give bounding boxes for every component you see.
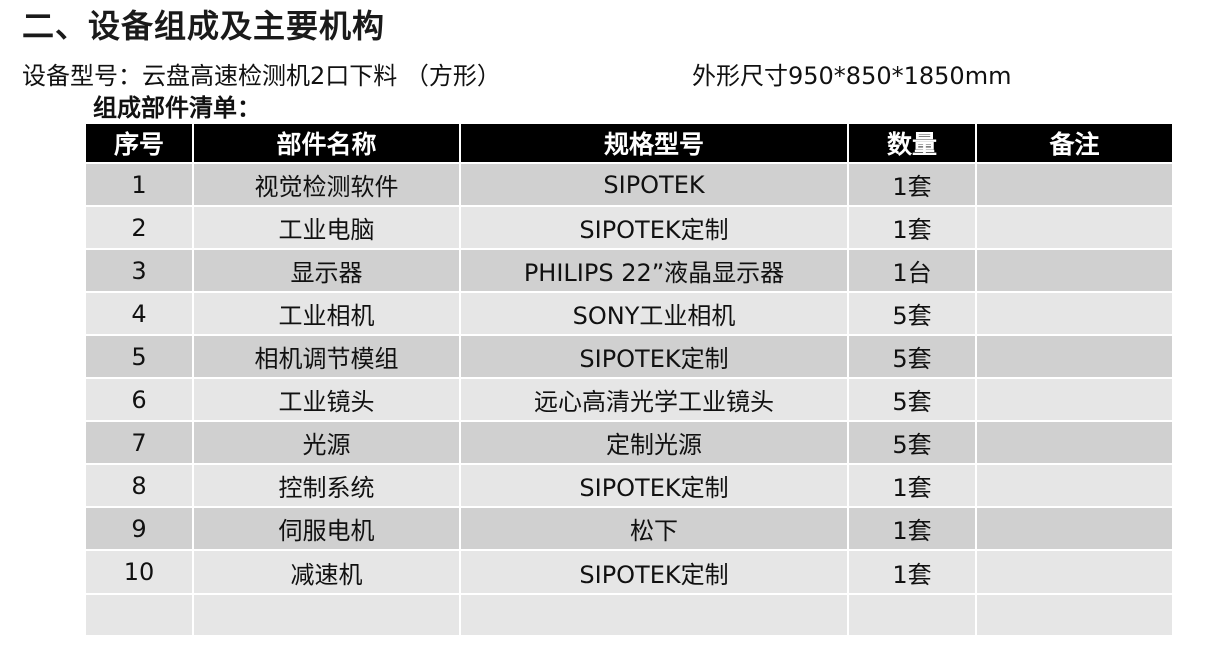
cell-no: 4	[86, 293, 194, 336]
header-row: 序号 部件名称 规格型号 数量 备注	[86, 124, 1172, 164]
cell-spec: 远心高清光学工业镜头	[461, 379, 849, 422]
cell-note	[977, 250, 1172, 293]
col-header-note: 备注	[977, 124, 1172, 164]
cell-no: 3	[86, 250, 194, 293]
cell-name: 光源	[194, 422, 461, 465]
cell-qty: 1套	[849, 551, 977, 595]
cell-empty	[461, 595, 849, 637]
cell-spec: SIPOTEK定制	[461, 551, 849, 595]
cell-empty	[86, 595, 194, 637]
cell-spec: SIPOTEK定制	[461, 465, 849, 508]
cell-note	[977, 422, 1172, 465]
cell-note	[977, 293, 1172, 336]
cell-qty: 5套	[849, 293, 977, 336]
cell-spec: 定制光源	[461, 422, 849, 465]
cell-note	[977, 508, 1172, 551]
cell-qty: 5套	[849, 379, 977, 422]
table-row: 6 工业镜头 远心高清光学工业镜头 5套	[86, 379, 1172, 422]
table-row: 2 工业电脑 SIPOTEK定制 1套	[86, 207, 1172, 250]
cell-qty: 1台	[849, 250, 977, 293]
equipment-model: 设备型号：云盘高速检测机2口下料 （方形）	[22, 62, 501, 90]
table-row: 9 伺服电机 松下 1套	[86, 508, 1172, 551]
table-row: 7 光源 定制光源 5套	[86, 422, 1172, 465]
cell-note	[977, 465, 1172, 508]
table-row-empty	[86, 595, 1172, 637]
cell-no: 10	[86, 551, 194, 595]
cell-spec: PHILIPS 22”液晶显示器	[461, 250, 849, 293]
cell-name: 视觉检测软件	[194, 164, 461, 207]
cell-name: 减速机	[194, 551, 461, 595]
cell-name: 工业电脑	[194, 207, 461, 250]
cell-empty	[977, 595, 1172, 637]
cell-no: 5	[86, 336, 194, 379]
cell-name: 工业相机	[194, 293, 461, 336]
cell-spec: SONY工业相机	[461, 293, 849, 336]
equipment-dimensions: 外形尺寸950*850*1850mm	[692, 62, 1012, 90]
parts-table: 序号 部件名称 规格型号 数量 备注 1 视觉检测软件 SIPOTEK 1套 2…	[86, 124, 1172, 637]
cell-no: 2	[86, 207, 194, 250]
cell-spec: 松下	[461, 508, 849, 551]
cell-note	[977, 379, 1172, 422]
cell-name: 相机调节模组	[194, 336, 461, 379]
cell-spec: SIPOTEK	[461, 164, 849, 207]
cell-name: 显示器	[194, 250, 461, 293]
cell-no: 7	[86, 422, 194, 465]
cell-qty: 5套	[849, 336, 977, 379]
table-row: 8 控制系统 SIPOTEK定制 1套	[86, 465, 1172, 508]
cell-spec: SIPOTEK定制	[461, 207, 849, 250]
section-heading: 二、设备组成及主要机构	[22, 7, 386, 45]
cell-no: 8	[86, 465, 194, 508]
cell-qty: 1套	[849, 508, 977, 551]
parts-list-title: 组成部件清单：	[93, 94, 261, 122]
cell-note	[977, 336, 1172, 379]
table-row: 10 减速机 SIPOTEK定制 1套	[86, 551, 1172, 595]
cell-qty: 1套	[849, 207, 977, 250]
cell-name: 伺服电机	[194, 508, 461, 551]
table-row: 5 相机调节模组 SIPOTEK定制 5套	[86, 336, 1172, 379]
parts-table-header: 序号 部件名称 规格型号 数量 备注	[86, 124, 1172, 164]
cell-qty: 1套	[849, 164, 977, 207]
cell-empty	[849, 595, 977, 637]
table-row: 3 显示器 PHILIPS 22”液晶显示器 1台	[86, 250, 1172, 293]
table-row: 1 视觉检测软件 SIPOTEK 1套	[86, 164, 1172, 207]
cell-name: 工业镜头	[194, 379, 461, 422]
cell-no: 6	[86, 379, 194, 422]
cell-note	[977, 207, 1172, 250]
col-header-no: 序号	[86, 124, 194, 164]
parts-table-body: 1 视觉检测软件 SIPOTEK 1套 2 工业电脑 SIPOTEK定制 1套 …	[86, 164, 1172, 637]
cell-spec: SIPOTEK定制	[461, 336, 849, 379]
cell-qty: 1套	[849, 465, 977, 508]
col-header-qty: 数量	[849, 124, 977, 164]
col-header-spec: 规格型号	[461, 124, 849, 164]
col-header-name: 部件名称	[194, 124, 461, 164]
table-row: 4 工业相机 SONY工业相机 5套	[86, 293, 1172, 336]
cell-empty	[194, 595, 461, 637]
cell-name: 控制系统	[194, 465, 461, 508]
cell-note	[977, 551, 1172, 595]
cell-note	[977, 164, 1172, 207]
cell-qty: 5套	[849, 422, 977, 465]
cell-no: 1	[86, 164, 194, 207]
cell-no: 9	[86, 508, 194, 551]
